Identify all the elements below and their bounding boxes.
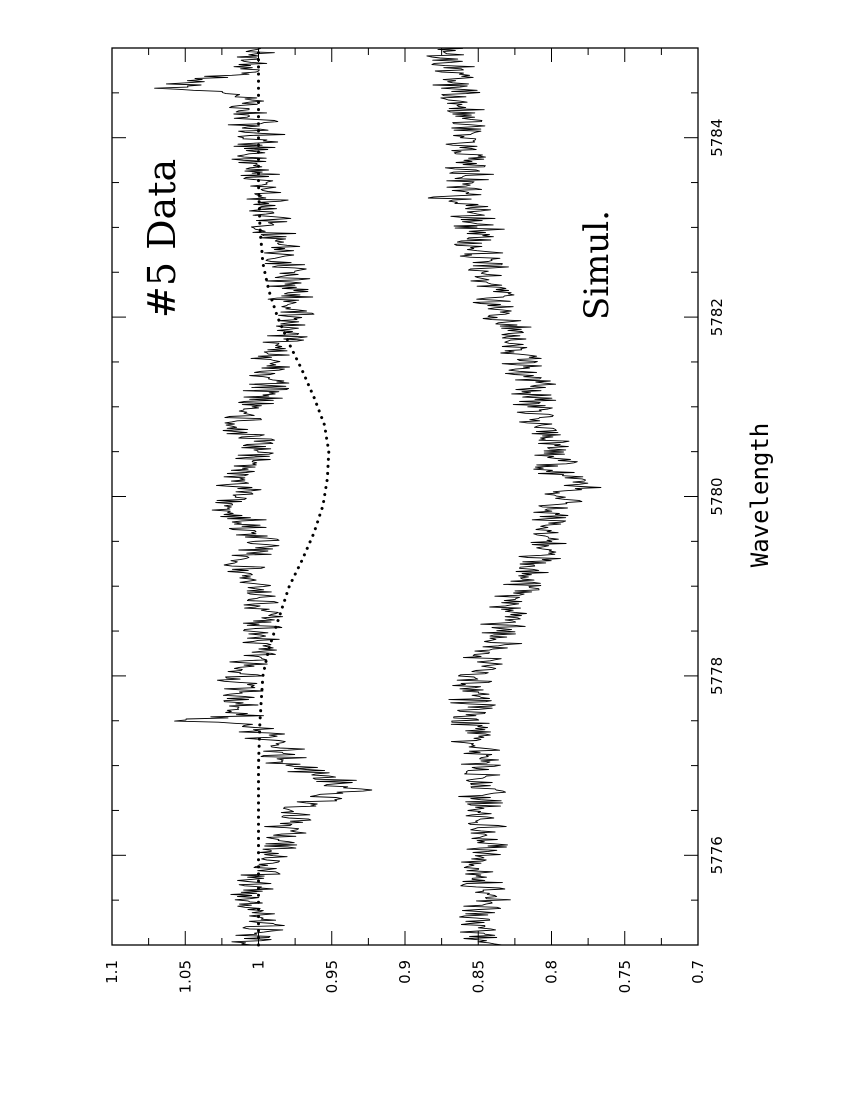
- flux-tick-label: 0.85: [469, 960, 487, 993]
- simulated-spectrum-line: [426, 47, 602, 946]
- flux-tick-label: 0.8: [543, 960, 561, 984]
- data-annotation: #5 Data: [140, 159, 184, 318]
- flux-tick-label: 0.75: [616, 960, 634, 993]
- flux-tick-label: 1: [250, 960, 268, 970]
- wavelength-tick-label: 5780: [708, 477, 726, 515]
- data-spectrum-line: [154, 47, 373, 946]
- flux-tick-label: 0.7: [689, 960, 707, 984]
- flux-tick-label: 1.1: [103, 960, 121, 984]
- flux-tick-label: 1.05: [176, 960, 194, 993]
- simul-annotation: Simul.: [577, 210, 617, 320]
- wavelength-tick-label: 5776: [708, 836, 726, 874]
- wavelength-tick-label: 5778: [708, 657, 726, 695]
- model-profile-line: [257, 51, 331, 947]
- flux-tick-label: 0.95: [323, 960, 341, 993]
- flux-tick-label: 0.9: [396, 960, 414, 984]
- wavelength-tick-label: 5784: [708, 119, 726, 157]
- x-axis-label: Wavelength: [746, 423, 774, 568]
- wavelength-tick-label: 5782: [708, 298, 726, 336]
- plot-frame: [111, 47, 699, 946]
